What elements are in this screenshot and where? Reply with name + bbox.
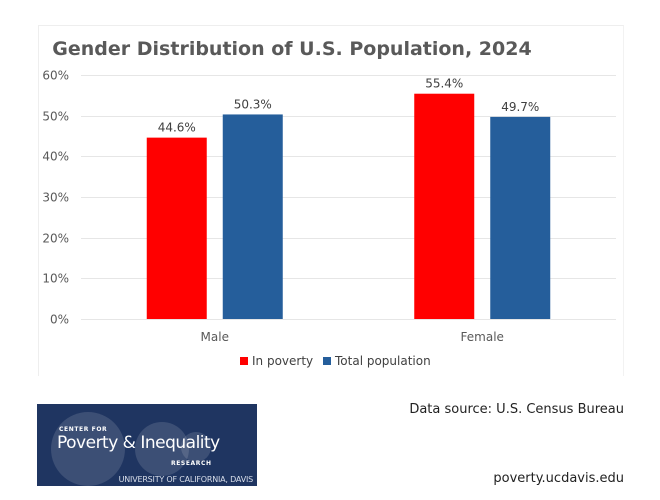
legend-swatch bbox=[240, 357, 248, 365]
bar-total-population-male bbox=[222, 114, 283, 320]
legend-swatch bbox=[323, 357, 331, 365]
data-label: 55.4% bbox=[425, 77, 463, 91]
y-tick-label: 60% bbox=[42, 69, 69, 83]
logo-title: Poverty & Inequality bbox=[57, 433, 220, 453]
data-label: 44.6% bbox=[158, 121, 196, 135]
bar-in-poverty-male bbox=[146, 137, 207, 319]
data-source: Data source: U.S. Census Bureau bbox=[409, 402, 624, 417]
logo-circle-decoration bbox=[51, 412, 125, 486]
x-category-label: Male bbox=[201, 330, 229, 344]
legend-label: In poverty bbox=[252, 354, 313, 368]
logo-center-for: CENTER FOR bbox=[59, 426, 108, 433]
y-tick-label: 30% bbox=[42, 191, 69, 205]
logo-circle-decoration bbox=[135, 422, 189, 476]
y-tick-label: 0% bbox=[50, 313, 69, 327]
legend-label: Total population bbox=[334, 354, 431, 368]
y-tick-label: 50% bbox=[42, 110, 69, 124]
data-labels: 44.6% 50.3% 55.4% 49.7% bbox=[158, 77, 540, 135]
x-axis-categories: Male Female bbox=[201, 330, 504, 344]
y-tick-label: 20% bbox=[42, 232, 69, 246]
y-axis-ticks: 0% 10% 20% 30% 40% 50% 60% bbox=[42, 69, 69, 327]
x-category-label: Female bbox=[461, 330, 504, 344]
bar-chart: Gender Distribution of U.S. Population, … bbox=[42, 38, 616, 368]
logo-research: RESEARCH bbox=[171, 460, 212, 467]
logo-circle-decoration bbox=[181, 432, 211, 462]
chart-panel: Gender Distribution of U.S. Population, … bbox=[38, 25, 624, 376]
bar-total-population-female bbox=[490, 116, 551, 320]
bars bbox=[146, 93, 551, 320]
data-label: 49.7% bbox=[501, 100, 539, 114]
logo-university: UNIVERSITY OF CALIFORNIA, DAVIS bbox=[118, 475, 254, 484]
legend: In poverty Total population bbox=[240, 354, 431, 368]
chart-title: Gender Distribution of U.S. Population, … bbox=[52, 38, 531, 60]
y-tick-label: 10% bbox=[42, 272, 69, 286]
legend-item: Total population bbox=[323, 354, 431, 368]
website: poverty.ucdavis.edu bbox=[493, 471, 624, 486]
cpir-logo: CENTER FOR Poverty & Inequality RESEARCH… bbox=[37, 404, 257, 486]
y-tick-label: 40% bbox=[42, 150, 69, 164]
data-label: 50.3% bbox=[234, 97, 272, 111]
legend-item: In poverty bbox=[240, 354, 313, 368]
bar-in-poverty-female bbox=[414, 93, 475, 319]
